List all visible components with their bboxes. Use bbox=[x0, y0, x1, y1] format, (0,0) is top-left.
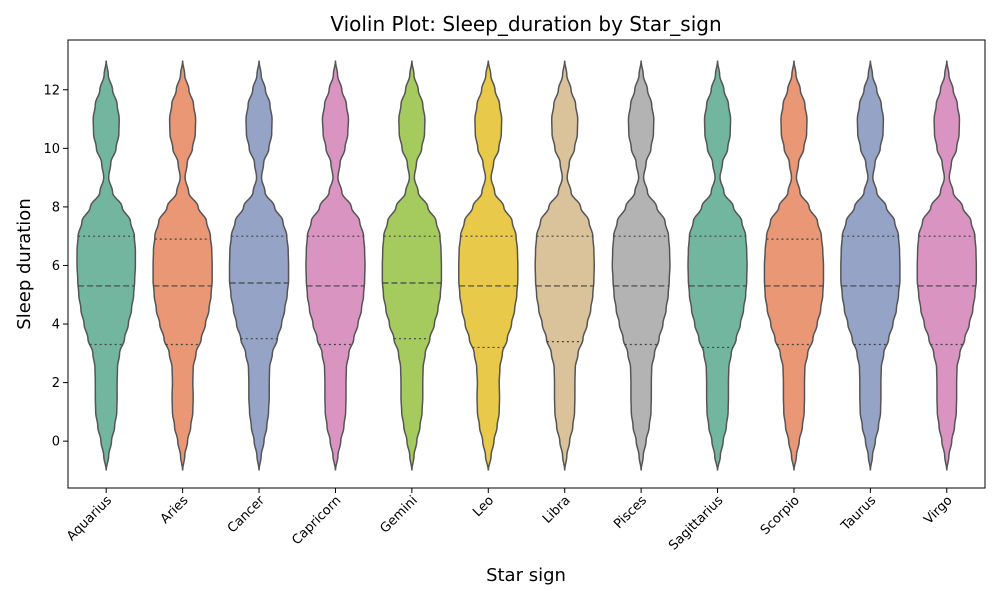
violin-capricorn bbox=[305, 60, 366, 471]
violin-body bbox=[534, 60, 595, 471]
violin-pisces bbox=[611, 60, 671, 471]
y-axis-label: Sleep duration bbox=[14, 198, 35, 329]
violin-body bbox=[458, 60, 519, 471]
violins-layer bbox=[76, 60, 978, 471]
y-tick-label: 2 bbox=[52, 376, 60, 391]
violin-libra bbox=[534, 60, 595, 471]
violin-leo bbox=[458, 60, 519, 471]
y-tick-label: 8 bbox=[52, 200, 60, 215]
x-axis-label: Star sign bbox=[486, 565, 566, 586]
violin-aries bbox=[152, 60, 213, 471]
violin-body bbox=[76, 60, 137, 471]
y-tick-label: 12 bbox=[43, 83, 60, 98]
violin-body bbox=[840, 60, 901, 471]
violin-body bbox=[611, 60, 671, 471]
violin-body bbox=[228, 60, 290, 471]
violin-scorpio bbox=[763, 60, 825, 471]
y-axis: 0 2 4 6 8 10 12 bbox=[43, 83, 68, 450]
violin-aquarius bbox=[76, 60, 137, 471]
y-tick-label: 10 bbox=[43, 142, 60, 157]
plot-frame bbox=[67, 39, 986, 489]
y-tick-label: 6 bbox=[52, 259, 60, 274]
violin-body bbox=[305, 60, 366, 471]
violin-body bbox=[763, 60, 825, 471]
violin-gemini bbox=[381, 60, 443, 471]
violin-body bbox=[381, 60, 443, 471]
violin-body bbox=[916, 60, 978, 471]
chart-title: Violin Plot: Sleep_duration by Star_sign bbox=[330, 12, 721, 36]
violin-body bbox=[152, 60, 213, 471]
violin-body bbox=[687, 60, 748, 471]
violin-cancer bbox=[228, 60, 290, 471]
y-tick-label: 0 bbox=[52, 435, 60, 450]
violin-virgo bbox=[916, 60, 978, 471]
y-tick-label: 4 bbox=[52, 318, 60, 333]
violin-sagittarius bbox=[687, 60, 748, 471]
violin-taurus bbox=[840, 60, 901, 471]
